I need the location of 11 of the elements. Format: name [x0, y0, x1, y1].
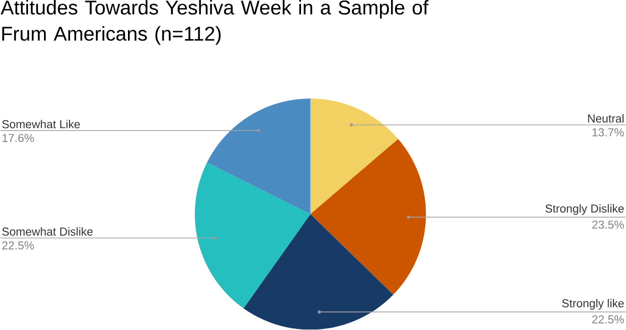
data-label: 17.6%	[2, 134, 34, 142]
slice-label: Somewhat Like	[2, 120, 80, 128]
data-label: 22.5%	[2, 242, 34, 250]
slice-label: Neutral	[588, 114, 624, 123]
data-label: 13.7%	[592, 128, 624, 137]
slice-label: Strongly like	[562, 299, 624, 310]
slice-label: Somewhat Dislike	[2, 227, 93, 236]
slice-label: Strongly Dislike	[546, 204, 624, 216]
data-label: 22.5%	[592, 315, 624, 324]
data-label: 23.5%	[592, 220, 624, 229]
chart-title: Attitudes Towards Yeshiva Week in a Sample of Frum Americans (n=112)	[0, 0, 428, 45]
